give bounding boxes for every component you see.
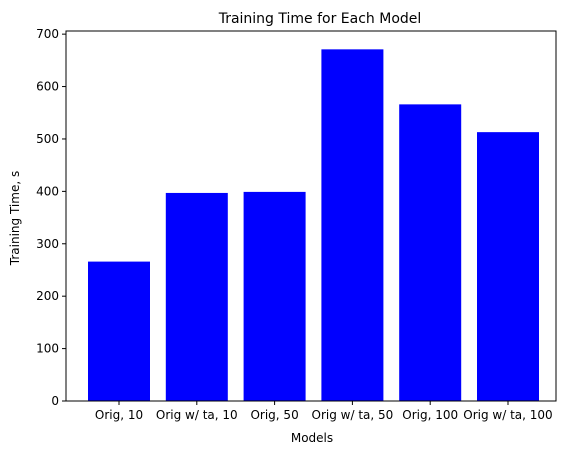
x-axis-ticks: Orig, 10 Orig w/ ta, 10 Orig, 50 Orig w/ ta… <box>95 401 553 422</box>
bars-group <box>88 49 539 402</box>
y-axis-ticks: 0 100 200 300 400 500 600 700 <box>36 27 66 408</box>
bar-4 <box>399 104 462 402</box>
x-tick-label: Orig, 10 <box>95 408 143 422</box>
y-tick-label: 0 <box>51 394 59 408</box>
bar-1 <box>165 192 228 401</box>
bar-2 <box>243 191 306 401</box>
x-tick-label: Orig w/ ta, 100 <box>463 408 552 422</box>
x-tick-label: Orig, 50 <box>250 408 298 422</box>
y-tick-label: 300 <box>36 237 59 251</box>
bar-5 <box>477 132 539 401</box>
y-tick-label: 200 <box>36 289 59 303</box>
y-tick-label: 500 <box>36 132 59 146</box>
bar-0 <box>88 261 150 401</box>
chart-title: Training Time for Each Model <box>218 11 422 27</box>
x-axis-label: Models <box>291 431 333 445</box>
y-tick-label: 100 <box>36 342 59 356</box>
y-tick-label: 700 <box>36 27 59 41</box>
x-tick-label: Orig, 100 <box>402 408 458 422</box>
bar-3 <box>321 49 384 402</box>
plot-area-frame <box>65 30 557 402</box>
y-tick-label: 400 <box>36 184 59 198</box>
x-tick-label: Orig w/ ta, 50 <box>312 408 394 422</box>
y-tick-label: 600 <box>36 80 59 94</box>
x-tick-label: Orig w/ ta, 10 <box>156 408 238 422</box>
y-axis-label: Training Time, s <box>8 171 22 266</box>
